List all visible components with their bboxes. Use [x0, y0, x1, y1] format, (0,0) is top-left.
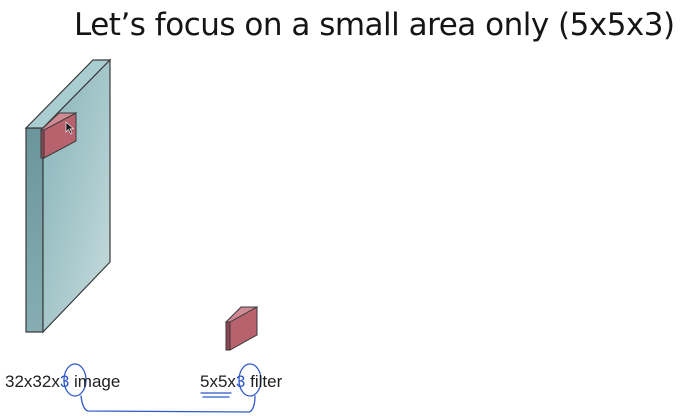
image-label-prefix: 32x32x [5, 372, 60, 391]
filter-label-prefix: 5x5x [200, 372, 236, 391]
image-size-label: 32x32x3 image [5, 372, 120, 392]
filter-size-label: 5x5x3 filter [200, 372, 282, 392]
input-volume [24, 58, 112, 334]
filter-depth-circle [238, 363, 262, 397]
cursor-icon [65, 121, 75, 135]
filter-underline [200, 392, 232, 398]
filter-cube [224, 306, 259, 351]
filter-side-face [225, 321, 231, 351]
depth-annotation [63, 363, 262, 413]
slide-title: Let’s focus on a small area only (5x5x3) [74, 7, 675, 43]
receptive-field-cube [39, 112, 78, 159]
input-volume-side-face [25, 127, 44, 333]
filter-label-suffix: filter [245, 372, 283, 391]
filter-front-face [229, 306, 258, 351]
image-label-suffix: image [69, 372, 121, 391]
connector-line [80, 395, 256, 413]
image-depth-value: 3 [59, 372, 70, 391]
image-depth-circle [63, 363, 87, 397]
filter-depth-value: 3 [235, 372, 246, 391]
